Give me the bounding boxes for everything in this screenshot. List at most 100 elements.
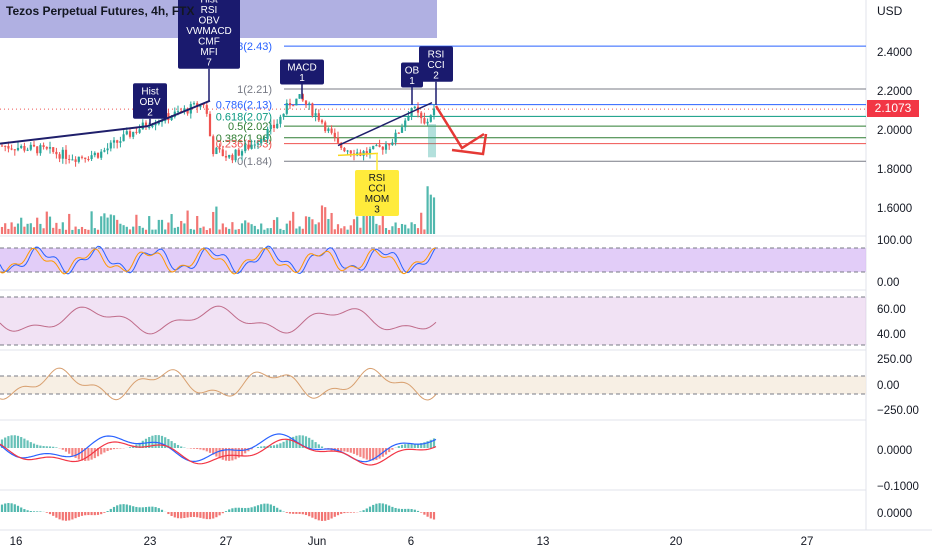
volume-bar [119,223,122,234]
candle-body [116,140,119,143]
momentum-bar [100,512,103,515]
momentum-bar [68,512,71,521]
candle-body [138,129,141,133]
macd-histogram-bar [260,446,263,448]
volume-bar [375,223,378,234]
candle-body [231,154,234,161]
candle-body [96,152,100,158]
macd-histogram-bar [237,448,240,458]
momentum-bar [224,511,228,512]
momentum-bar [170,512,173,516]
volume-bar [244,220,247,234]
volume-bar [106,217,109,234]
time-tick-label: 20 [670,536,683,548]
macd-histogram-bar [176,444,180,448]
volume-bar [333,229,336,234]
macd-histogram-bar [45,446,48,448]
volume-bar [208,228,212,234]
momentum-axis-label: 0.0000 [877,508,912,520]
volume-bar [343,226,346,234]
volume-bar [250,224,253,234]
macd-histogram-bar [416,443,420,448]
volume-bar [384,228,388,234]
momentum-bar [103,512,106,513]
macd-histogram-bar [340,448,343,452]
volume-bar [160,219,164,234]
callout-text: RSI [428,49,445,60]
pattern-highlight [428,124,436,158]
volume-bar [276,217,279,234]
momentum-bar [39,511,42,512]
candle-body [119,141,122,143]
volume-bar [362,212,365,234]
momentum-bar [183,512,186,519]
macd-histogram-bar [218,448,221,459]
candle-body [52,147,55,152]
volume-bar [167,222,170,234]
momentum-bar [205,512,208,520]
candle-body [250,144,253,149]
macd-histogram-bar [103,448,106,453]
momentum-bar [84,512,87,516]
macd-histogram-bar [301,435,304,448]
volume-bar [224,227,228,234]
momentum-bar [90,512,93,516]
candle-body [400,127,404,133]
volume-bar [39,223,42,234]
volume-bar [400,223,404,234]
momentum-bar [80,512,84,516]
momentum-bar [429,512,432,519]
momentum-bar [266,503,269,512]
volume-bar [330,212,333,234]
volume-bar [205,229,208,234]
macd-histogram-bar [87,448,90,461]
volume-bar [237,229,240,234]
momentum-bar [378,503,381,512]
momentum-bar [365,508,368,512]
volume-bar [87,229,90,234]
volume-bar [279,228,282,234]
candle-body [154,124,157,126]
volume-bar [372,212,375,234]
momentum-bar [196,512,199,518]
momentum-bar [384,504,388,512]
macd-histogram-bar [100,448,103,455]
candle-body [388,144,391,146]
macd-histogram-bar [32,443,36,448]
candle-body [103,150,106,152]
candle-body [240,151,244,156]
momentum-bar [234,507,237,512]
momentum-bar [132,506,135,512]
candle-body [157,121,160,125]
macd-histogram-bar [410,443,413,448]
momentum-bar [333,512,336,517]
volume-bar [132,226,135,234]
macd-histogram-bar [346,448,349,452]
candle-body [29,144,32,150]
macd-histogram-bar [128,447,132,448]
chart-title: Tezos Perpetual Futures, 4h, FTX [6,4,195,18]
callout-text: CCI [368,184,385,195]
volume-bar [16,223,20,234]
volume-bar [7,228,10,234]
momentum-bar [192,512,196,517]
macd-histogram-bar [138,442,141,448]
macd-histogram-bar [420,443,423,448]
candle-body [324,122,327,132]
candle-body [336,137,340,143]
macd-histogram-bar [157,435,160,448]
momentum-bar [420,512,423,513]
callout-text: 7 [206,57,212,68]
momentum-bar [247,507,250,512]
candle-body [202,104,205,106]
volume-bar [96,229,100,234]
macd-histogram-bar [362,448,365,459]
volume-bar [199,227,202,234]
candle-body [112,140,116,143]
momentum-bar [260,504,263,512]
volume-bar [112,215,116,234]
candle-body [36,146,39,154]
volume-bar [266,228,269,234]
momentum-bar [352,512,356,513]
